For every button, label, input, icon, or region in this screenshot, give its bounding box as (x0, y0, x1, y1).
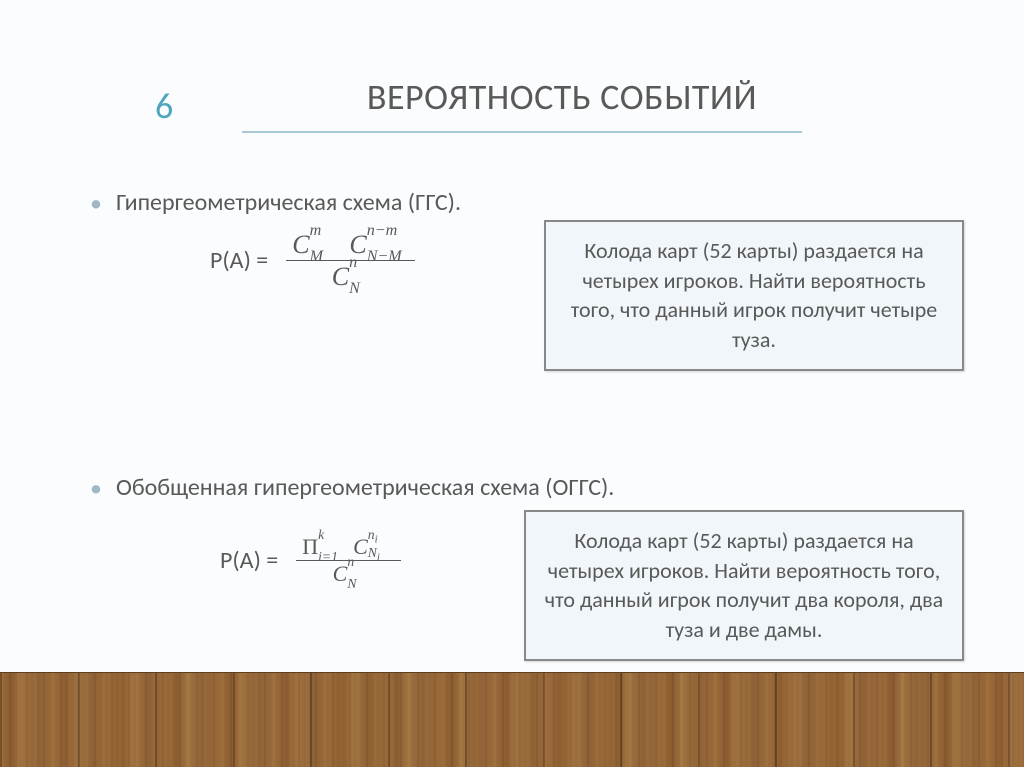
title-underline (242, 131, 802, 133)
formula-hgs-fraction: CmM Cn−mN−M CnN (286, 229, 414, 292)
page-number: 6 (155, 84, 173, 128)
slide: 6 ВЕРОЯТНОСТЬ СОБЫТИЙ • Гипергеометричес… (0, 0, 1024, 767)
wood-floor-decor (0, 672, 1024, 767)
example-box-hgs: Колода карт (52 карты) раздается на четы… (544, 220, 964, 371)
bullet-ohgs: • Обобщенная гипергеометрическая схема (… (90, 473, 954, 504)
bullet-text-hgs: Гипергеометрическая схема (ГГС). (116, 188, 461, 217)
bullet-icon: • (90, 473, 102, 504)
bullet-text-ohgs: Обобщенная гипергеометрическая схема (ОГ… (116, 473, 614, 502)
formula-label-hgs: P(A) = (210, 246, 268, 275)
bullet-icon: • (90, 188, 102, 219)
formula-ohgs-fraction: Πki=1 CniNi CnN (296, 534, 401, 588)
page-title: ВЕРОЯТНОСТЬ СОБЫТИЙ (100, 75, 1024, 119)
example-box-ohgs: Колода карт (52 карты) раздается на четы… (524, 510, 964, 661)
bullet-hgs: • Гипергеометрическая схема (ГГС). (90, 188, 954, 219)
formula-label-ohgs: P(A) = (220, 546, 278, 575)
